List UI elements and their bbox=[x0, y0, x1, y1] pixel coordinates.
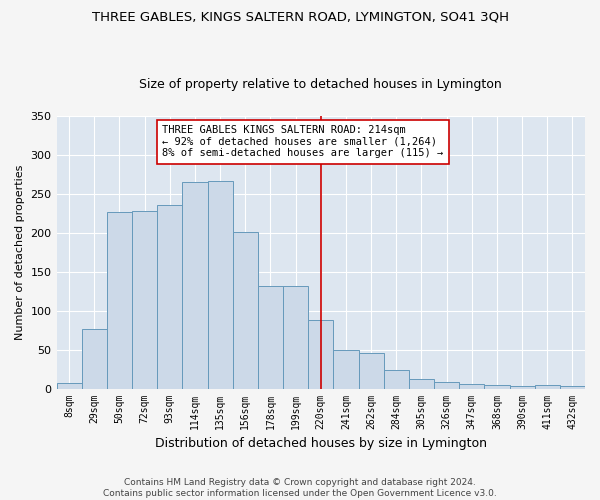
Y-axis label: Number of detached properties: Number of detached properties bbox=[15, 164, 25, 340]
Bar bbox=[182, 182, 208, 388]
Text: Contains HM Land Registry data © Crown copyright and database right 2024.
Contai: Contains HM Land Registry data © Crown c… bbox=[103, 478, 497, 498]
Bar bbox=[509, 386, 535, 388]
Bar bbox=[560, 386, 585, 388]
Bar bbox=[82, 328, 107, 388]
Text: THREE GABLES, KINGS SALTERN ROAD, LYMINGTON, SO41 3QH: THREE GABLES, KINGS SALTERN ROAD, LYMING… bbox=[91, 10, 509, 23]
Text: THREE GABLES KINGS SALTERN ROAD: 214sqm
← 92% of detached houses are smaller (1,: THREE GABLES KINGS SALTERN ROAD: 214sqm … bbox=[162, 125, 443, 158]
Bar bbox=[258, 286, 283, 389]
X-axis label: Distribution of detached houses by size in Lymington: Distribution of detached houses by size … bbox=[155, 437, 487, 450]
Bar bbox=[233, 232, 258, 388]
Bar bbox=[434, 382, 459, 388]
Title: Size of property relative to detached houses in Lymington: Size of property relative to detached ho… bbox=[139, 78, 502, 91]
Bar bbox=[409, 379, 434, 388]
Bar bbox=[308, 320, 334, 388]
Bar bbox=[56, 383, 82, 388]
Bar bbox=[283, 286, 308, 388]
Bar bbox=[157, 206, 182, 388]
Bar bbox=[107, 212, 132, 388]
Bar bbox=[132, 211, 157, 388]
Bar bbox=[484, 384, 509, 388]
Bar bbox=[383, 370, 409, 388]
Bar bbox=[359, 354, 383, 388]
Bar bbox=[535, 384, 560, 388]
Bar bbox=[208, 181, 233, 388]
Bar bbox=[459, 384, 484, 388]
Bar bbox=[334, 350, 359, 389]
